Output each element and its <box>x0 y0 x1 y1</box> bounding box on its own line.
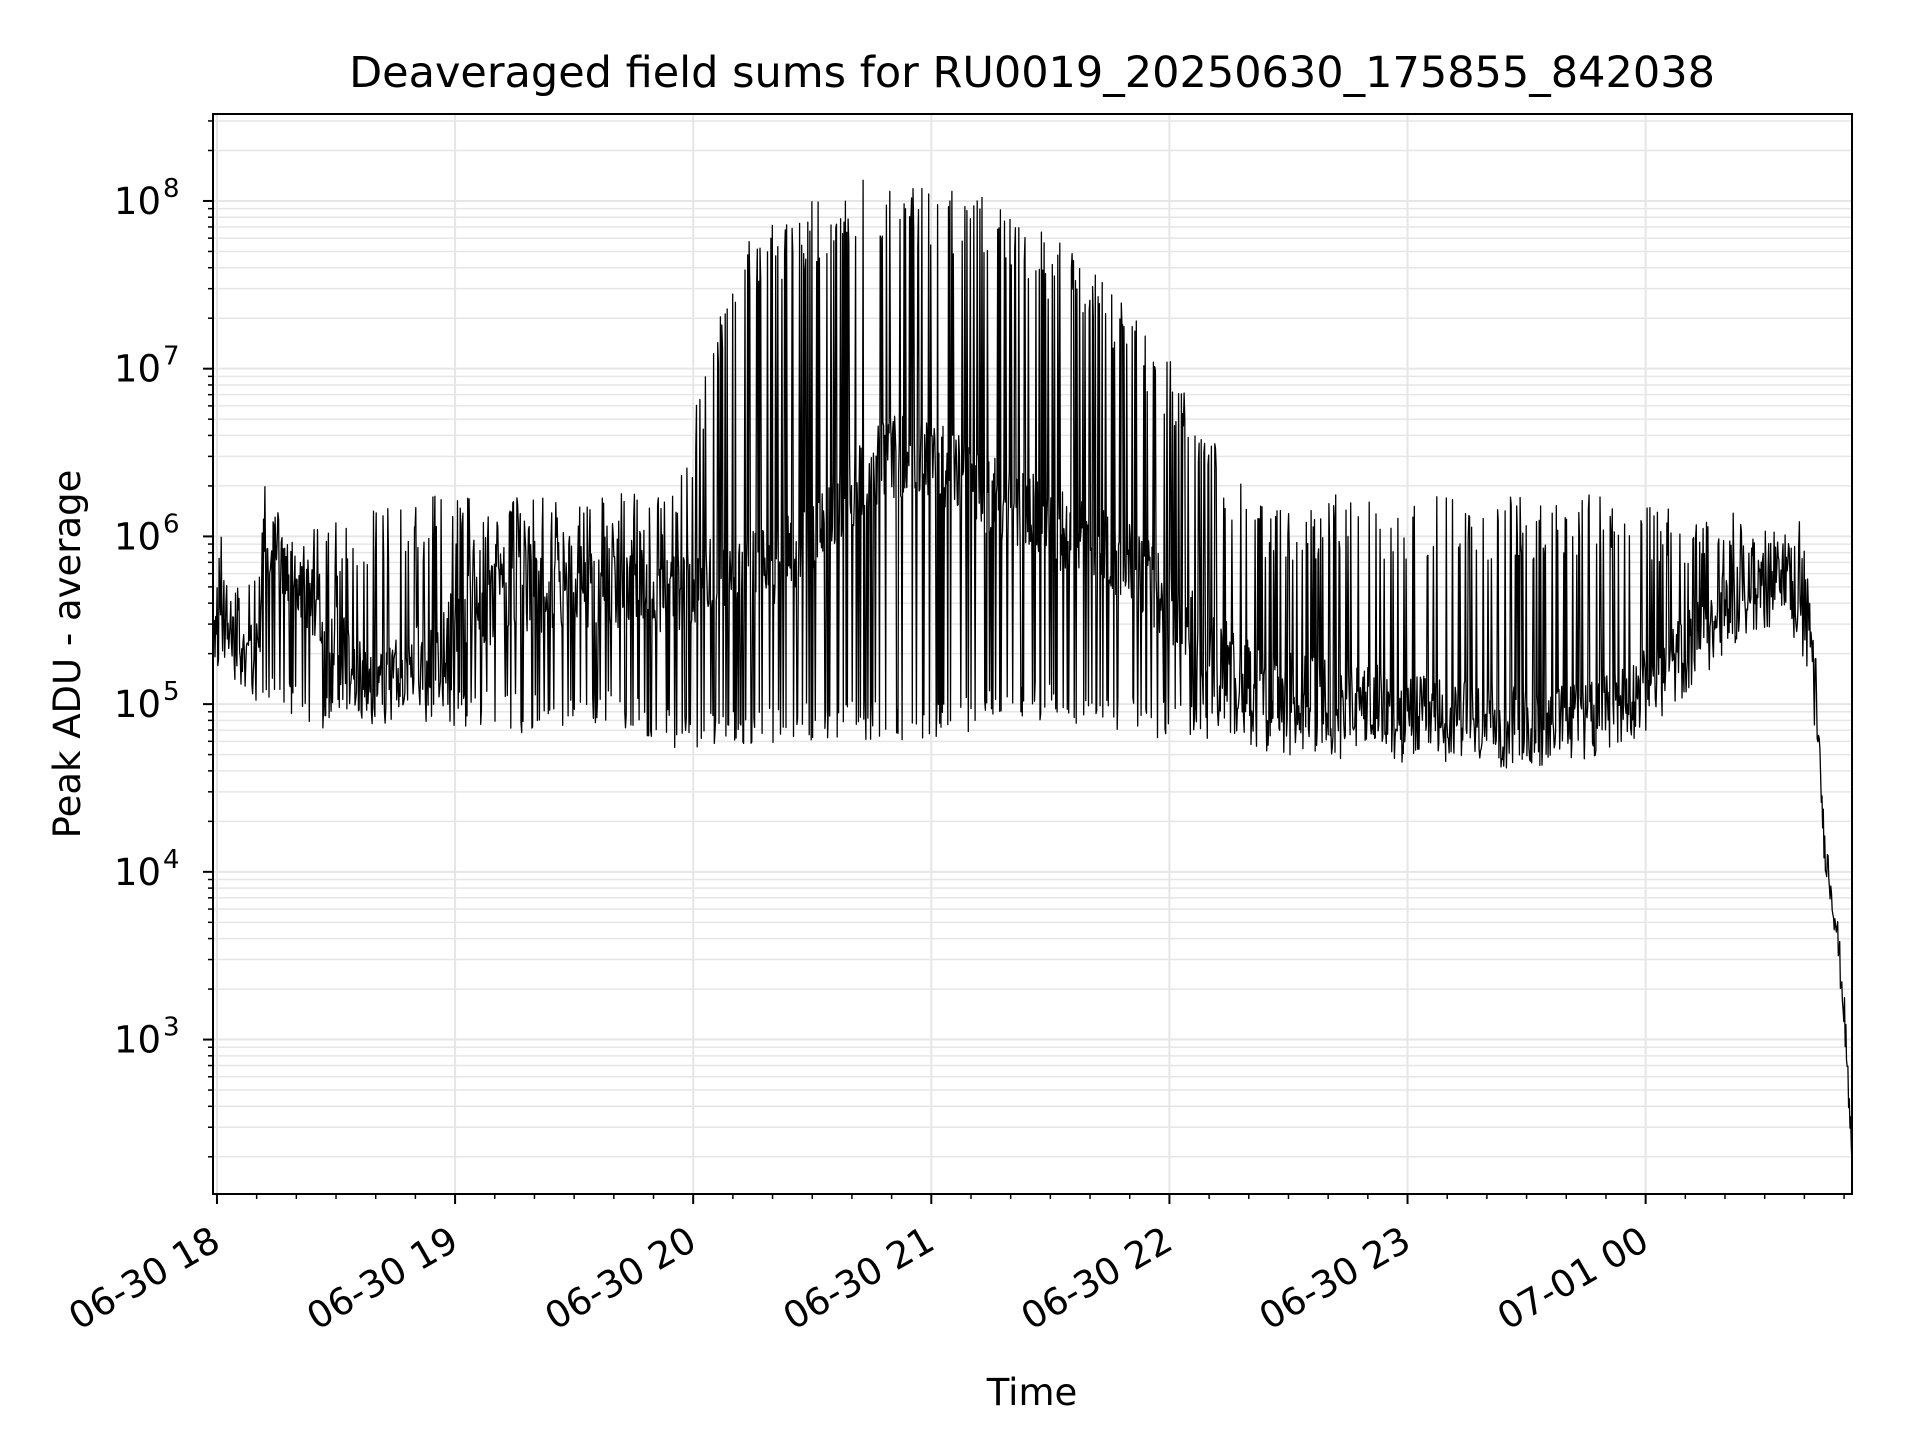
x-axis-label: Time <box>986 1371 1078 1414</box>
y-tick-label: 10 <box>114 683 161 726</box>
y-tick-exponent: 8 <box>163 174 180 204</box>
y-tick-exponent: 4 <box>163 845 180 875</box>
y-tick-exponent: 6 <box>163 509 180 539</box>
y-tick-label: 10 <box>114 348 161 391</box>
y-tick-exponent: 5 <box>163 677 180 707</box>
y-axis-label: Peak ADU - average <box>46 470 89 839</box>
y-tick-exponent: 7 <box>163 342 180 372</box>
y-tick-label: 10 <box>114 515 161 558</box>
y-tick-label: 10 <box>114 851 161 894</box>
y-tick-exponent: 3 <box>163 1013 180 1043</box>
series-line <box>212 179 1853 1165</box>
y-tick-label: 10 <box>114 1019 161 1062</box>
chart-title: Deaveraged field sums for RU0019_2025063… <box>349 48 1715 98</box>
y-tick-label: 10 <box>114 180 161 223</box>
data-layer <box>212 179 1853 1165</box>
